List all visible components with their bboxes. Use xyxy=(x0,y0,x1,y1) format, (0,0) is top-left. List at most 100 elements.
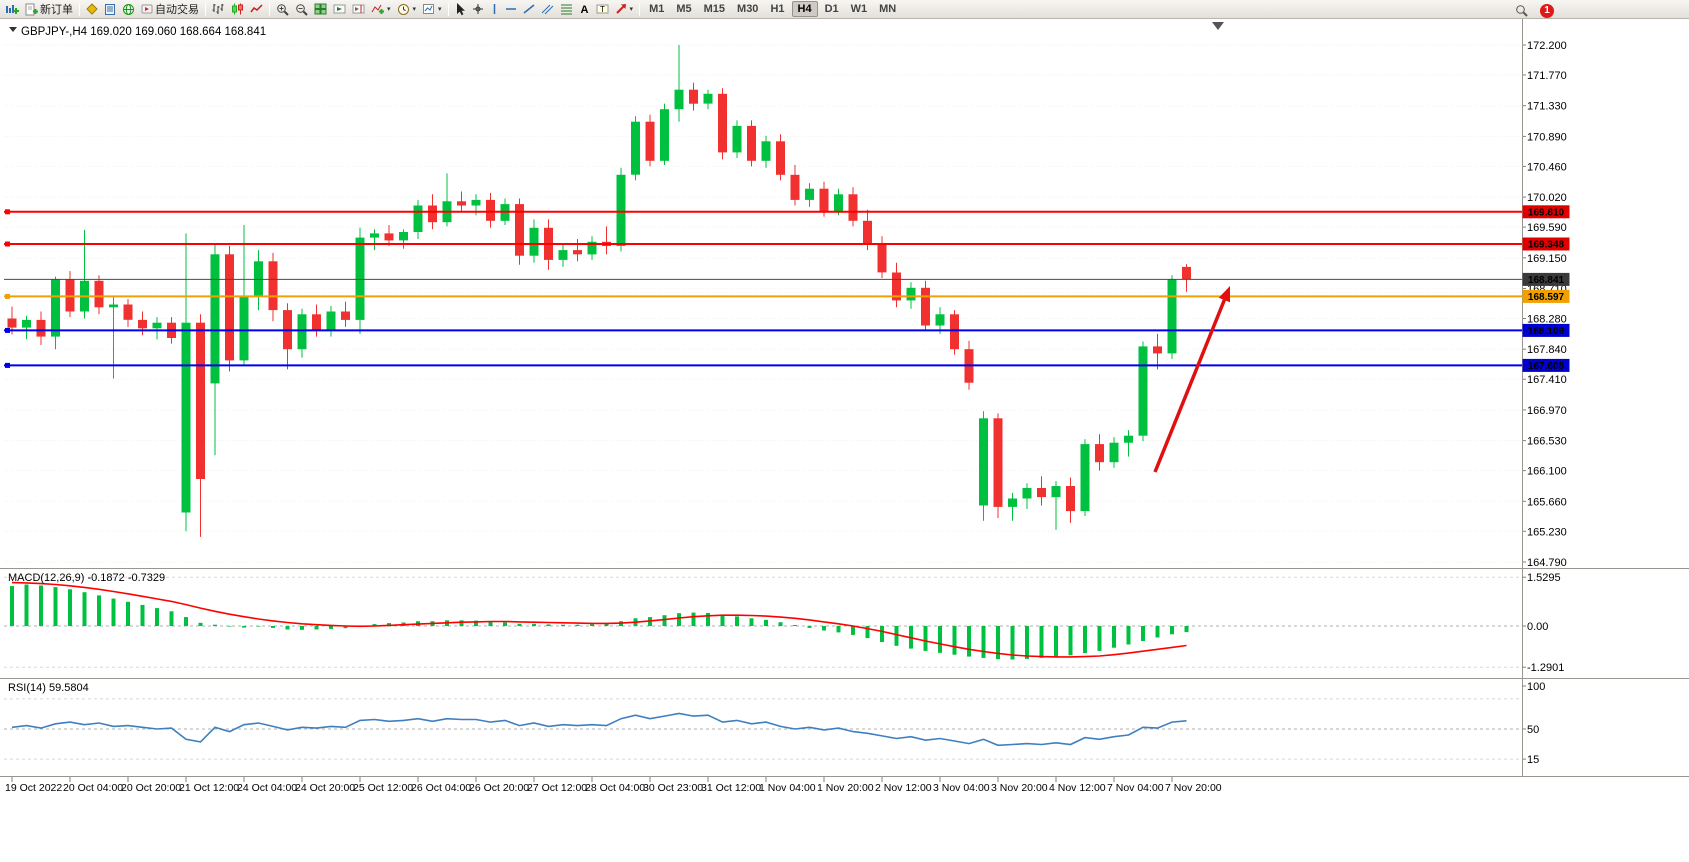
macd-signal-line xyxy=(11,581,1187,658)
candle xyxy=(573,239,582,262)
tile-windows-button[interactable] xyxy=(311,1,330,18)
time-axis-label: 7 Nov 04:00 xyxy=(1107,782,1164,794)
indicator-icon xyxy=(371,3,384,15)
chevron-down-icon[interactable]: ▾ xyxy=(412,6,417,13)
price-axis: 172.200 171.770 171.330 170.890 170.460 170.0… xyxy=(1522,40,1567,569)
price-axis-label: 168.280 xyxy=(1527,314,1567,326)
candle xyxy=(587,236,597,260)
timeframe-m15-button[interactable]: M15 xyxy=(703,3,726,15)
timeframe-m5-button[interactable]: M5 xyxy=(676,3,692,15)
cursor-icon xyxy=(455,2,466,16)
horizontal-line-button[interactable] xyxy=(502,1,520,18)
toolbar-separator xyxy=(205,2,206,16)
candle xyxy=(979,411,988,521)
templates-button[interactable]: ▾ xyxy=(419,1,445,18)
hline-169.810[interactable]: 169.810 xyxy=(4,205,1570,219)
cursor-button[interactable] xyxy=(452,1,469,18)
channel-button[interactable] xyxy=(538,1,557,18)
crosshair-button[interactable] xyxy=(469,1,487,18)
candle xyxy=(848,187,858,227)
candle xyxy=(834,188,843,216)
profiles-button[interactable] xyxy=(83,1,101,18)
candle xyxy=(22,315,31,340)
candle xyxy=(718,88,727,160)
order-icon xyxy=(25,3,38,16)
notification-badge[interactable]: 1 xyxy=(1540,3,1554,18)
trendline-button[interactable] xyxy=(520,1,538,18)
chevron-down-icon[interactable]: ▾ xyxy=(387,6,391,13)
price-tag xyxy=(1522,323,1570,337)
timeframe-m1-button[interactable]: M1 xyxy=(649,3,665,15)
bar-chart-button[interactable] xyxy=(209,1,228,18)
chart-shift-button[interactable] xyxy=(349,1,368,18)
toolbar-separator xyxy=(447,2,449,16)
timeframe-w1-button[interactable]: W1 xyxy=(850,3,868,15)
bars-icon xyxy=(212,3,225,15)
periods-button[interactable]: ▾ xyxy=(394,1,420,18)
candle xyxy=(341,301,350,327)
time-axis-label: 4 Nov 12:00 xyxy=(1049,782,1106,794)
candle xyxy=(225,245,234,372)
hline-169.348[interactable]: 169.348 xyxy=(4,237,1570,251)
text-button[interactable]: A xyxy=(576,1,593,18)
data-window-button[interactable] xyxy=(101,1,119,18)
vertical-line-button[interactable] xyxy=(487,1,502,18)
candle xyxy=(515,198,524,265)
chart-shift-marker[interactable] xyxy=(1212,22,1224,30)
candle xyxy=(384,225,394,246)
arrows-button[interactable]: ▾ xyxy=(612,1,637,18)
new-chart-button[interactable] xyxy=(2,1,22,18)
zoom-in-button[interactable] xyxy=(273,1,292,18)
candle xyxy=(370,229,379,251)
timeframe-h1-button[interactable]: H1 xyxy=(770,3,785,15)
auto-scroll-button[interactable] xyxy=(330,1,349,18)
autotrade-button[interactable]: 自动交易 xyxy=(138,1,202,18)
text-label-button[interactable]: T xyxy=(593,1,612,18)
candle xyxy=(254,250,263,311)
time-axis-label: 24 Oct 04:00 xyxy=(237,782,297,794)
candle xyxy=(1008,492,1017,521)
price-tag-label: 169.348 xyxy=(1528,240,1565,251)
new-order-button[interactable]: 新订单 xyxy=(22,1,76,18)
hline-168.841[interactable]: 168.841 xyxy=(4,272,1570,286)
svg-text:A: A xyxy=(580,4,588,15)
hline-168.109[interactable]: 168.109 xyxy=(4,323,1570,337)
timeframe-mn-button[interactable]: MN xyxy=(879,3,897,15)
market-watch-button[interactable] xyxy=(119,1,138,18)
doc-icon xyxy=(104,3,116,16)
time-axis-label: 1 Nov 04:00 xyxy=(759,782,816,794)
timeframe-h4-button[interactable]: H4 xyxy=(791,1,818,17)
trend-arrow-annotation[interactable] xyxy=(1153,286,1230,473)
price-axis-label: 165.660 xyxy=(1527,496,1567,508)
candle xyxy=(805,183,814,207)
price-axis-label: 169.590 xyxy=(1527,222,1567,234)
fibonacci-button[interactable] xyxy=(557,1,576,18)
indicators-button[interactable]: ▾ xyxy=(368,1,394,18)
hline-167.608[interactable]: 167.608 xyxy=(4,358,1570,372)
price-axis-label: 166.100 xyxy=(1527,466,1567,478)
candle-chart-button[interactable] xyxy=(228,1,247,18)
candle xyxy=(1109,437,1119,468)
price-tag-label: 168.109 xyxy=(1528,326,1565,337)
line-chart-button[interactable] xyxy=(247,1,266,18)
chevron-down-icon[interactable]: ▾ xyxy=(438,6,442,13)
zoom-out-icon xyxy=(295,3,308,16)
candle xyxy=(1138,341,1148,442)
price-axis-label: 172.200 xyxy=(1527,40,1567,52)
time-axis-label: 26 Oct 20:00 xyxy=(469,782,529,794)
timeframe-m30-button[interactable]: M30 xyxy=(737,3,759,15)
time-axis-label: 21 Oct 12:00 xyxy=(179,782,239,794)
time-axis-label: 25 Oct 12:00 xyxy=(353,782,413,794)
zoom-out-button[interactable] xyxy=(292,1,311,18)
search-button[interactable] xyxy=(1512,2,1531,19)
price-axis-label: 164.790 xyxy=(1527,557,1567,569)
pane-separators[interactable] xyxy=(0,19,1689,778)
timeframe-d1-button[interactable]: D1 xyxy=(824,3,839,15)
arrow-icon xyxy=(615,3,627,15)
toolbar-separator xyxy=(79,2,80,16)
candle xyxy=(486,192,495,228)
hline-168.597[interactable]: 168.597 xyxy=(4,289,1570,303)
chevron-down-icon[interactable]: ▾ xyxy=(629,6,634,13)
price-axis-label: 170.890 xyxy=(1527,131,1567,143)
